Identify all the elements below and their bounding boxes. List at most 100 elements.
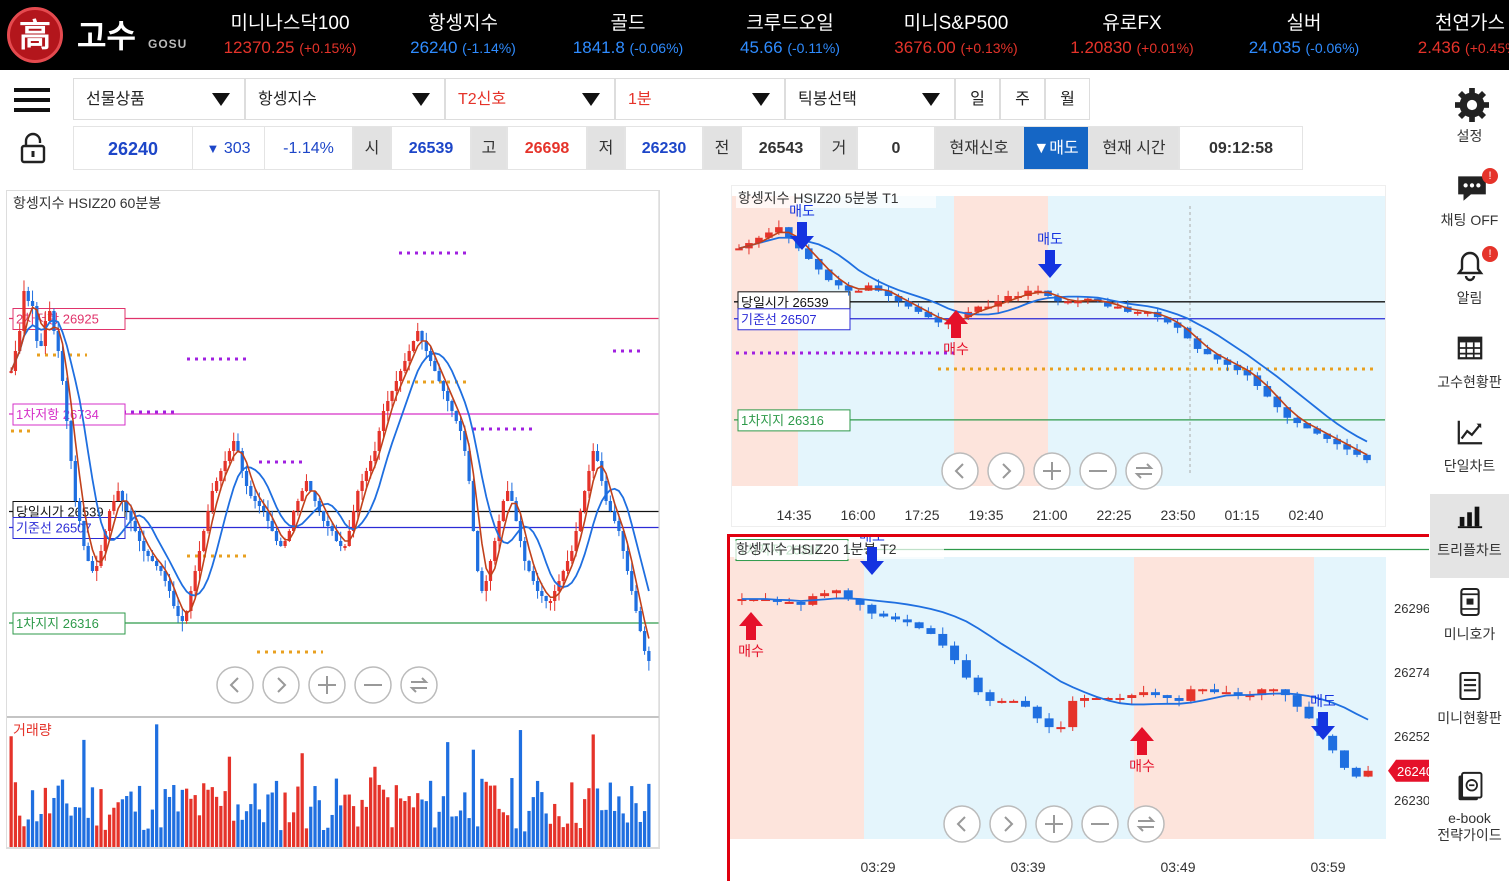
volume-bar xyxy=(480,778,484,847)
volume-bar xyxy=(595,788,600,847)
sidebar-item-gosu-board[interactable]: 고수현황판 xyxy=(1430,326,1509,410)
main-chart-panel[interactable]: 2701826906267942668226570264582634604:15… xyxy=(6,190,660,848)
diff-value: 303 xyxy=(223,140,251,157)
volume-bar xyxy=(505,815,510,847)
candle-body xyxy=(22,291,26,331)
volume-bar xyxy=(523,831,527,847)
reset-icon-glyph xyxy=(1136,816,1156,832)
volume-bar xyxy=(548,823,553,847)
candle-body xyxy=(1233,692,1243,696)
zoom-out-button[interactable] xyxy=(1079,452,1117,490)
ticker-item[interactable]: 실버 24.035 (-0.06%) xyxy=(1224,8,1384,58)
sidebar-item-ebook-guide[interactable]: e-book 전략가이드 xyxy=(1430,762,1509,862)
y-tick-label: 26274 xyxy=(1394,665,1429,680)
candle-body xyxy=(283,541,287,546)
candle-body xyxy=(1115,698,1125,700)
ticker-item[interactable]: 천연가스 2.436 (+0.45%) xyxy=(1390,8,1509,58)
ticker-item[interactable]: 항셍지수 26240 (-1.14%) xyxy=(383,8,543,58)
sidebar-item-alert[interactable]: ! 알림 xyxy=(1430,242,1509,326)
nav-prev-button[interactable] xyxy=(216,666,254,704)
volume-value: 0 xyxy=(857,126,935,170)
gear-icon xyxy=(1455,88,1489,122)
candle-body xyxy=(480,571,484,591)
volume-bar xyxy=(330,814,334,847)
volume-bar xyxy=(347,794,351,847)
hamburger-menu-icon[interactable] xyxy=(14,88,50,114)
volume-bar xyxy=(317,800,321,847)
hourly-candle-chart[interactable]: 2701826906267942668226570264582634604:15… xyxy=(7,191,660,848)
ticker-item[interactable]: 미니S&P500 3676.00 (+0.13%) xyxy=(876,8,1036,58)
nav-next-button[interactable] xyxy=(989,805,1027,843)
tick-select-label: 틱봉선택 xyxy=(798,91,857,108)
volume-bar xyxy=(407,796,411,847)
candle-body xyxy=(902,619,912,623)
ticker-price: 1841.8 (-0.06%) xyxy=(548,38,708,58)
x-tick-label: 19:35 xyxy=(968,507,1003,523)
volume-bar xyxy=(95,825,99,847)
candle-body xyxy=(1080,698,1090,701)
candle-body xyxy=(510,491,514,501)
candle-body xyxy=(587,471,591,491)
zoom-in-button[interactable] xyxy=(308,666,346,704)
candle-body xyxy=(1263,386,1272,397)
candle-body xyxy=(824,269,833,281)
sidebar-item-settings[interactable]: 설정 xyxy=(1430,80,1509,164)
candle-body xyxy=(926,628,936,634)
ticker-item[interactable]: 유로FX 1.20830 (+0.01%) xyxy=(1052,8,1212,58)
candle-body xyxy=(1074,301,1082,304)
candle-body xyxy=(82,521,86,546)
candle-body xyxy=(227,451,232,461)
ticker-item[interactable]: 미니나스닥100 12370.25 (+0.15%) xyxy=(210,8,370,58)
candle-body xyxy=(1064,301,1072,304)
reset-icon xyxy=(400,666,438,704)
zoom-in-button[interactable] xyxy=(1033,452,1071,490)
zoom-in-button[interactable] xyxy=(1035,805,1073,843)
x-tick-label: 22:25 xyxy=(1096,507,1131,523)
nav-prev-icon-glyph xyxy=(229,677,239,693)
candle-body xyxy=(867,604,877,614)
zoom-out-button[interactable] xyxy=(1081,805,1119,843)
t2-candle-chart[interactable]: 26296 26274 26252 26230 03:29 03:39 03:49 03:59… xyxy=(730,537,1429,881)
zoom-out-button[interactable] xyxy=(354,666,392,704)
ticker-name: 천연가스 xyxy=(1435,13,1505,34)
ebook-icon xyxy=(1455,770,1485,804)
product-select[interactable]: 선물상품 xyxy=(73,78,245,120)
candle-body xyxy=(390,391,394,401)
period-week-button[interactable]: 주 xyxy=(1000,78,1045,120)
t1-chart-panel[interactable]: 26604264802635614:3516:0017:2519:3521:00… xyxy=(731,185,1386,527)
candle-body xyxy=(612,511,617,521)
sidebar-item-mini-board[interactable]: 미니현황판 xyxy=(1430,662,1509,746)
tick-select[interactable]: 틱봉선택 xyxy=(785,78,955,120)
candle-body xyxy=(416,331,420,341)
interval-select[interactable]: 1분 xyxy=(615,78,785,120)
app-logo[interactable]: 高 고수 GOSU xyxy=(5,5,195,65)
sidebar-item-triple-chart[interactable]: 트리플차트 xyxy=(1430,494,1509,578)
t1-candle-chart[interactable]: 26604264802635614:3516:0017:2519:3521:00… xyxy=(732,186,1386,527)
signal-select-label: T2신호 xyxy=(458,91,507,108)
nav-next-button[interactable] xyxy=(262,666,300,704)
period-day-button[interactable]: 일 xyxy=(955,78,1000,120)
volume-bar xyxy=(197,815,202,847)
period-month-button[interactable]: 월 xyxy=(1045,78,1090,120)
reset-button[interactable] xyxy=(1127,805,1165,843)
lock-icon[interactable] xyxy=(20,132,46,164)
reset-button[interactable] xyxy=(1125,452,1163,490)
candle-body xyxy=(159,566,163,571)
ticker-item[interactable]: 크루드오일 45.66 (-0.11%) xyxy=(710,8,870,58)
candle-body xyxy=(1292,695,1302,707)
nav-prev-button[interactable] xyxy=(943,805,981,843)
volume-bar xyxy=(219,805,223,847)
nav-prev-icon xyxy=(941,452,979,490)
open-value: 26539 xyxy=(391,126,471,170)
signal-select[interactable]: T2신호 xyxy=(445,78,615,120)
sidebar-item-chat[interactable]: ! 채팅 OFF xyxy=(1430,164,1509,248)
nav-next-button[interactable] xyxy=(987,452,1025,490)
nav-prev-button[interactable] xyxy=(941,452,979,490)
symbol-select[interactable]: 항셍지수 xyxy=(245,78,445,120)
reset-button[interactable] xyxy=(400,666,438,704)
sidebar-item-single-chart[interactable]: 단일차트 xyxy=(1430,410,1509,494)
t2-chart-panel[interactable]: 26296 26274 26252 26230 03:29 03:39 03:49 03:59… xyxy=(727,534,1429,881)
quote-pct: -1.14% xyxy=(265,126,353,170)
sidebar-item-mini-quote[interactable]: 미니호가 xyxy=(1430,578,1509,662)
ticker-item[interactable]: 골드 1841.8 (-0.06%) xyxy=(548,8,708,58)
